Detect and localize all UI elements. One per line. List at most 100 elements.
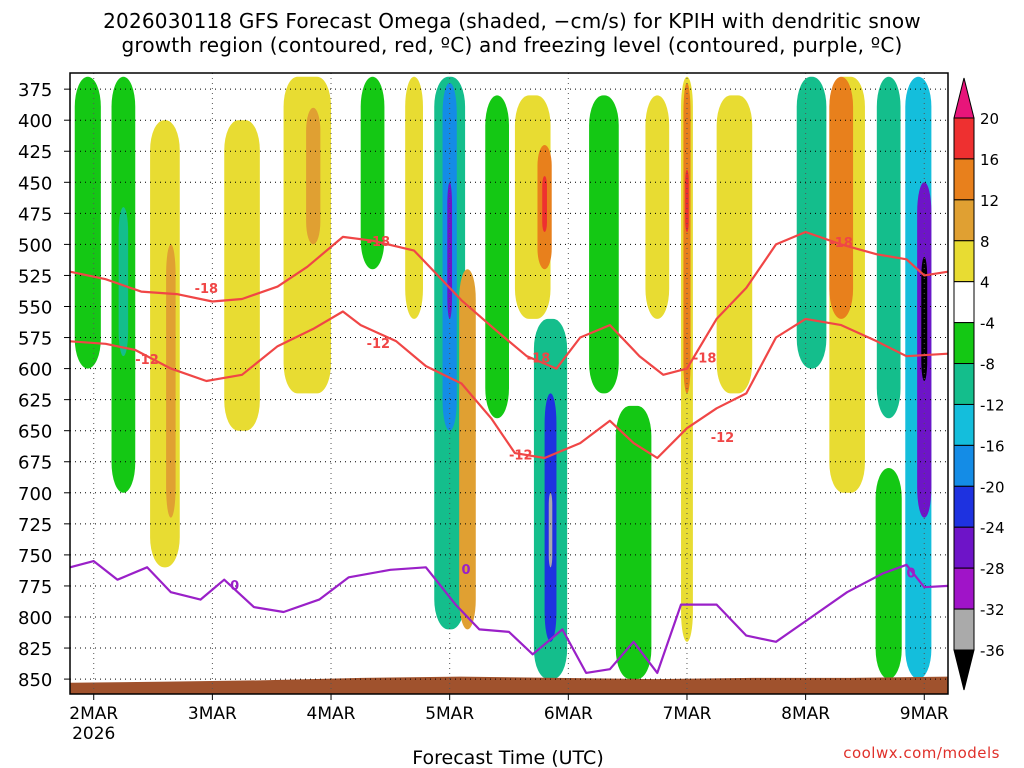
contour-label: -18 [693,352,717,367]
colorbar-bin [953,444,975,487]
contour--18C [69,230,949,376]
terrain-surface [70,676,948,694]
contour-label: -12 [711,431,735,446]
omega-region-20 [548,492,553,568]
y-tick-label: 625 [18,391,52,412]
omega-region-8 [360,76,385,270]
watermark: coolwx.com/models [843,744,1000,762]
x-tick-label: 6MAR [544,704,593,724]
omega-region-5 [224,120,260,431]
omega-region-2 [118,207,129,357]
x-tick-label: 9MAR [900,704,949,724]
y-tick-label: 650 [18,422,52,443]
contour-0C [69,559,949,675]
x-axis-label: Forecast Time (UTC) [412,747,603,768]
colorbar-label: 4 [980,274,990,292]
y-tick-label: 500 [18,235,52,256]
x-tick-label: 8MAR [781,704,830,724]
y-tick-label: 450 [18,173,52,194]
y-tick-label: 800 [18,608,52,629]
grid-lines [70,73,948,694]
omega-region-12 [447,182,453,319]
omega-region-14 [485,95,509,419]
contour-label: -12 [135,353,159,368]
y-tick-label: 600 [18,360,52,381]
chart-title-line-2: growth region (contoured, red, ºC) and f… [121,33,903,57]
colorbar-bin [953,608,975,651]
contour-label: 0 [462,563,471,578]
chart-axes: 375 400 425 450 475 500 525 550 575 600 625 650 675 7… [18,72,949,744]
y-tick-label: 675 [18,453,52,474]
y-tick-label: 825 [18,639,52,660]
x-tick-label: 5MAR [425,704,474,724]
contour-label: 0 [230,579,239,594]
omega-region-21 [589,95,619,394]
x-tick-label: 4MAR [307,704,356,724]
colorbar-label: 16 [980,151,999,169]
colorbar-bin [953,403,975,446]
colorbar-bin [953,240,975,283]
contour-label: -12 [509,449,533,464]
colorbar-label: 12 [980,192,999,210]
y-tick-label: 525 [18,266,52,287]
omega-region-31 [876,76,901,419]
omega-region-30 [829,76,854,319]
y-tick-label: 550 [18,297,52,318]
contour-label: -18 [527,352,551,367]
contour--12C [69,310,949,460]
omega-region-9 [405,76,423,319]
colorbar-top-arrow [953,77,975,119]
omega-region-23 [645,95,670,319]
y-tick-label: 400 [18,111,52,132]
y-tick-label: 775 [18,577,52,598]
contour-label: -18 [195,282,219,297]
colorbar-bin [953,322,975,365]
y-tick-label: 575 [18,329,52,350]
y-tick-label: 475 [18,204,52,225]
colorbar-label: -24 [980,519,1005,537]
omega-region-27 [716,95,753,394]
y-tick-label: 425 [18,142,52,163]
y-tick-label: 850 [18,670,52,691]
colorbar-bottom-arrow [953,649,975,691]
colorbar-label: -12 [980,396,1005,414]
temperature-contours: -18 -18 -18 -18 -18 -12 -12 -12 -12 0 0 0 [69,230,949,675]
omega-region-26 [685,169,689,232]
colorbar-label: 20 [980,110,999,128]
colorbar: 20 16 12 8 4 -4 -8 -12 -16 -20 -24 -28 -32 -36 [953,77,1005,691]
colorbar-bin [953,158,975,201]
y-tick-label: 700 [18,484,52,505]
contour-label: -12 [367,337,391,352]
omega-region-28 [796,76,827,369]
colorbar-bin [953,363,975,405]
omega-region-17 [542,176,547,232]
y-tick-label: 750 [18,546,52,567]
x-tick-sublabel: 2026 [72,724,115,744]
chart-title-line-1: 2026030118 GFS Forecast Omega (shaded, −… [103,9,921,33]
colorbar-bin [953,117,975,160]
x-tick-label: 3MAR [188,704,237,724]
colorbar-bin [953,199,975,242]
contour-label: -18 [829,236,853,251]
x-tick-label: 7MAR [663,704,712,724]
y-tick-label: 725 [18,515,52,536]
contour-label: 0 [906,567,915,582]
omega-region-0 [74,76,101,369]
y-tick-label: 375 [18,80,52,101]
colorbar-label: -28 [980,560,1005,578]
x-tick-label: 2MAR [69,704,118,724]
colorbar-label: 8 [980,233,990,251]
colorbar-label: -36 [980,642,1005,660]
plot-frame [69,72,949,695]
colorbar-bin [953,281,975,324]
omega-region-4 [166,244,176,518]
omega-region-35 [875,467,902,680]
colorbar-bin [953,567,975,610]
omega-region-13 [459,269,476,630]
omega-region-7 [306,107,321,245]
colorbar-label: -4 [980,315,995,333]
contour-label: -18 [367,235,391,250]
omega-region-22 [615,405,652,680]
colorbar-label: -20 [980,478,1005,496]
